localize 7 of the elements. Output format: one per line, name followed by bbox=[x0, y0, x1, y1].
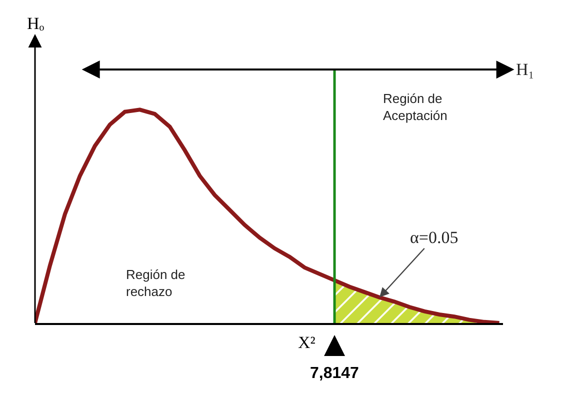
annotation: Región de Aceptación bbox=[383, 91, 448, 123]
text: 7,8147 bbox=[310, 365, 359, 382]
annotation: Región de rechazo bbox=[126, 267, 186, 299]
x-axis-title: X² bbox=[298, 333, 316, 352]
annotation: α=0.05 bbox=[410, 228, 458, 247]
text: H₁ bbox=[516, 60, 534, 79]
y-axis-title: Hₒ bbox=[27, 14, 44, 33]
